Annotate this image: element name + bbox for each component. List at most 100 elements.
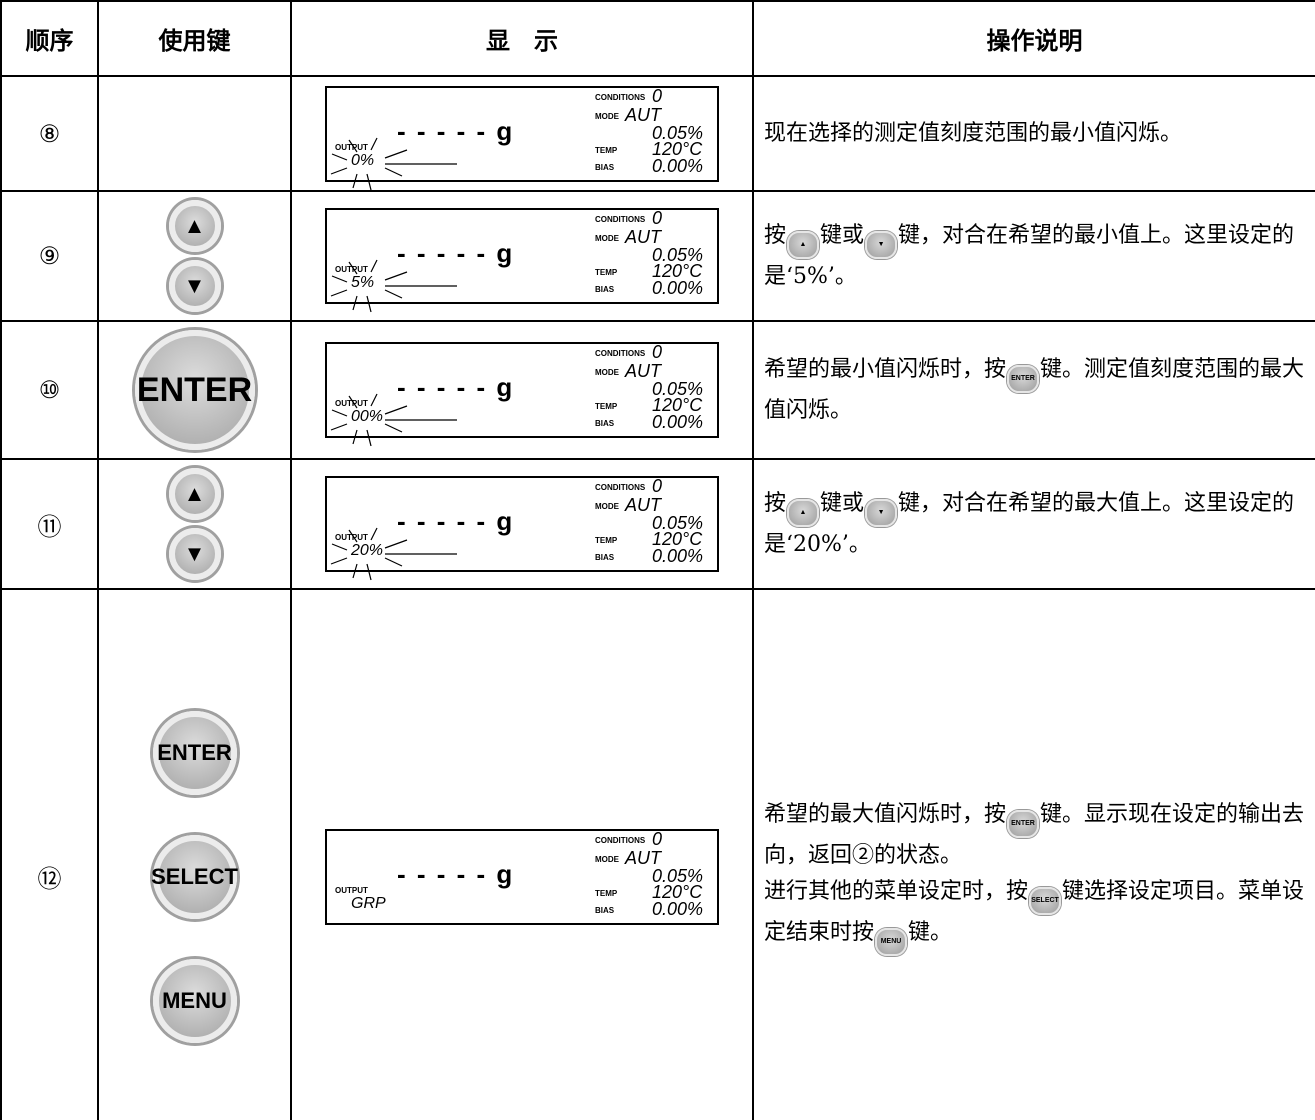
description-text: 键或 xyxy=(820,490,865,516)
lcd-value: 0.00% xyxy=(652,412,704,432)
lcd-label: TEMP xyxy=(595,888,618,898)
blink-ray xyxy=(330,289,348,297)
description-cell: 现在选择的测定值刻度范围的最小值闪烁。 xyxy=(752,75,1315,192)
display-cell: CONDITIONS 0 MODE AUT 0.05% TEMP 120°C BIAS 0.00… xyxy=(290,320,754,460)
key-button: ENTER xyxy=(134,330,255,450)
lcd-output: 5% xyxy=(351,274,375,291)
description-text: 键。测定值刻度范围的最大值闪烁。 xyxy=(764,356,1305,423)
step-row: ⑩ ENTER CONDITIONS 0 MODE AUT 0.05% TEMP 120°C BI… xyxy=(0,320,1315,460)
lcd-value: 0 xyxy=(652,476,663,496)
lcd-label: MODE xyxy=(595,854,619,864)
lcd-value: AUT xyxy=(625,495,661,515)
lcd-weight: - - - - - g xyxy=(397,238,515,268)
step-number: ⑩ xyxy=(0,320,99,460)
lcd-value: 0 xyxy=(652,342,663,362)
lcd-label: TEMP xyxy=(595,536,618,545)
key-button: ▼ xyxy=(168,528,221,580)
description-paragraph: 按 ▲ 键或 ▼ 键，对合在希望的最大值上。这里设定的是‘20%’。 xyxy=(764,486,1315,563)
step-row: ⑪ ▲ ▼ CONDITIONS 0 MODE AUT 0.05% TEMP 120°C BIAS 0… xyxy=(0,458,1315,590)
description-cell: 按 ▲ 键或 ▼ 键，对合在希望的最大值上。这里设定的是‘20%’。 xyxy=(752,458,1315,590)
step-number: ⑫ xyxy=(0,588,99,1120)
inline-key: SELECT xyxy=(1029,887,1062,915)
blink-ray xyxy=(384,423,403,433)
lcd-value: 0 xyxy=(652,208,663,228)
blink-ray xyxy=(384,166,403,177)
blink-ray xyxy=(352,173,358,188)
description-text: 现在选择的测定值刻度范围的最小值闪烁。 xyxy=(764,120,1183,146)
lcd-value: 0.00% xyxy=(652,546,704,566)
step-row: ⑫ ENTER SELECT MENU CONDITIONS 0 MODE AUT 0.05% T… xyxy=(0,588,1315,1120)
lcd-panel: CONDITIONS 0 MODE AUT 0.05% TEMP 120°C BIAS 0.00… xyxy=(325,208,719,313)
lcd-label: BIAS xyxy=(595,285,615,294)
lcd-weight: - - - - - g xyxy=(397,506,515,536)
step-number: ⑨ xyxy=(0,190,99,322)
keys-cell xyxy=(97,75,292,192)
blink-ray xyxy=(384,539,408,549)
blink-ray xyxy=(370,527,378,541)
header-cell: 操作说明 xyxy=(752,0,1315,77)
lcd-panel: CONDITIONS 0 MODE AUT 0.05% TEMP 120°C BIAS 0.00… xyxy=(325,85,719,190)
keys-cell: ▲ ▼ xyxy=(97,458,292,590)
blink-ray xyxy=(384,557,403,567)
lcd-value: 0.00% xyxy=(652,155,704,176)
blink-ray xyxy=(370,393,378,407)
key-button: SELECT xyxy=(151,834,238,919)
description-text: 键选择设定项目。菜单设定结束时按 xyxy=(764,879,1305,945)
blink-ray xyxy=(384,289,403,299)
blink-ray xyxy=(330,166,348,175)
blink-ray xyxy=(370,259,378,273)
keys-cell: ▲ ▼ xyxy=(97,190,292,322)
description-cell: 希望的最大值闪烁时，按 ENTER 键。显示现在设定的输出去向，返回②的状态。 进行其… xyxy=(752,588,1315,1120)
blink-ray xyxy=(366,295,372,313)
key-button: ▲ xyxy=(168,200,221,252)
lcd-label: OUTPUT xyxy=(335,142,368,152)
lcd-value: 0.05% xyxy=(652,865,704,886)
blink-ray xyxy=(384,271,408,281)
description-cell: 按 ▲ 键或 ▼ 键，对合在希望的最小值上。这里设定的是‘5%’。 xyxy=(752,190,1315,322)
description-text: 希望的最大值闪烁时，按 xyxy=(764,802,1007,827)
lcd-panel: CONDITIONS 0 MODE AUT 0.05% TEMP 120°C BIAS 0.00… xyxy=(325,828,719,925)
lcd-label: CONDITIONS xyxy=(595,92,646,102)
lcd-label: BIAS xyxy=(595,162,615,172)
lcd-label: BIAS xyxy=(595,905,615,915)
step-row: ⑨ ▲ ▼ CONDITIONS 0 MODE AUT 0.05% TEMP 120°C BIAS 0… xyxy=(0,190,1315,322)
blink-ray xyxy=(348,395,358,409)
blink-ray xyxy=(384,148,408,159)
lcd-value: AUT xyxy=(625,361,661,381)
description-text: 进行其他的菜单设定时，按 xyxy=(764,879,1029,904)
blink-ray xyxy=(330,423,348,431)
lcd-label: MODE xyxy=(595,234,619,243)
blink-ray xyxy=(331,409,348,417)
lcd-output: 00% xyxy=(351,408,384,425)
key-button: ▲ xyxy=(168,468,221,520)
lcd-value: 0.00% xyxy=(652,898,704,919)
lcd-label: BIAS xyxy=(595,553,615,562)
inline-key: ▲ xyxy=(787,230,820,259)
lcd-label: MODE xyxy=(595,368,619,377)
description-text: 键。 xyxy=(908,920,953,945)
lcd-label: OUTPUT xyxy=(335,885,368,895)
lcd-panel: CONDITIONS 0 MODE AUT 0.05% TEMP 120°C BIAS 0.00… xyxy=(325,342,719,447)
description-paragraph: 进行其他的菜单设定时，按 SELECT 键选择设定项目。菜单设定结束时按 MENU 键。 xyxy=(764,874,1315,956)
display-cell: CONDITIONS 0 MODE AUT 0.05% TEMP 120°C BIAS 0.00… xyxy=(290,190,754,322)
blink-ray xyxy=(331,543,348,551)
display-cell: CONDITIONS 0 MODE AUT 0.05% TEMP 120°C BIAS 0.00… xyxy=(290,75,754,192)
lcd-label: TEMP xyxy=(595,402,618,411)
inline-key: ▼ xyxy=(865,230,898,259)
blink-rays xyxy=(330,527,457,581)
description-text: 按 xyxy=(764,490,787,516)
blink-rays xyxy=(330,259,457,313)
lcd-label: TEMP xyxy=(595,145,618,155)
header-cell: 显 示 xyxy=(290,0,754,77)
description-paragraph: 按 ▲ 键或 ▼ 键，对合在希望的最小值上。这里设定的是‘5%’。 xyxy=(764,218,1315,295)
lcd-value: 0.05% xyxy=(652,245,704,265)
lcd-value: 120°C xyxy=(652,138,703,159)
blink-ray xyxy=(366,173,372,190)
lcd-weight: - - - - - g xyxy=(397,372,515,402)
lcd-value: AUT xyxy=(625,104,661,125)
lcd-output: 20% xyxy=(351,542,384,559)
blink-ray xyxy=(352,563,358,579)
step-row: ⑧ CONDITIONS 0 MODE AUT 0.05% TEMP 120°C BIAS 0.0… xyxy=(0,75,1315,192)
blink-ray xyxy=(370,137,378,150)
